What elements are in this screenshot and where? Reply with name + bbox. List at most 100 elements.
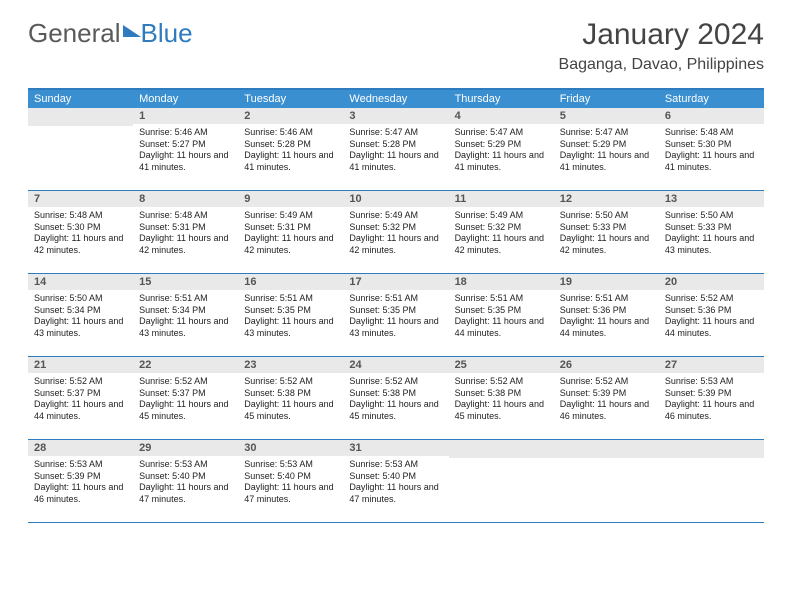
day-number: 27: [659, 357, 764, 373]
day-number: 19: [554, 274, 659, 290]
sunrise: Sunrise: 5:52 AM: [665, 293, 758, 305]
daylight: Daylight: 11 hours and 43 minutes.: [349, 316, 442, 339]
sunset: Sunset: 5:28 PM: [244, 139, 337, 151]
sunrise: Sunrise: 5:53 AM: [34, 459, 127, 471]
day-details: Sunrise: 5:53 AMSunset: 5:40 PMDaylight:…: [133, 456, 238, 512]
day-cell: 16Sunrise: 5:51 AMSunset: 5:35 PMDayligh…: [238, 274, 343, 356]
sunrise: Sunrise: 5:52 AM: [349, 376, 442, 388]
sunset: Sunset: 5:36 PM: [665, 305, 758, 317]
day-details: Sunrise: 5:49 AMSunset: 5:32 PMDaylight:…: [449, 207, 554, 263]
sunrise: Sunrise: 5:52 AM: [139, 376, 232, 388]
sunrise: Sunrise: 5:49 AM: [349, 210, 442, 222]
sunrise: Sunrise: 5:47 AM: [455, 127, 548, 139]
day-number: [554, 440, 659, 458]
day-details: Sunrise: 5:51 AMSunset: 5:35 PMDaylight:…: [238, 290, 343, 346]
day-details: Sunrise: 5:52 AMSunset: 5:38 PMDaylight:…: [449, 373, 554, 429]
sunset: Sunset: 5:34 PM: [139, 305, 232, 317]
week-row: 7Sunrise: 5:48 AMSunset: 5:30 PMDaylight…: [28, 191, 764, 274]
sunset: Sunset: 5:35 PM: [244, 305, 337, 317]
day-number: 30: [238, 440, 343, 456]
day-details: Sunrise: 5:47 AMSunset: 5:28 PMDaylight:…: [343, 124, 448, 180]
day-number: 28: [28, 440, 133, 456]
month-title: January 2024: [559, 18, 764, 52]
day-number: 8: [133, 191, 238, 207]
day-cell: 12Sunrise: 5:50 AMSunset: 5:33 PMDayligh…: [554, 191, 659, 273]
day-number: 5: [554, 108, 659, 124]
sunrise: Sunrise: 5:52 AM: [34, 376, 127, 388]
triangle-icon: [123, 25, 141, 37]
daylight: Daylight: 11 hours and 42 minutes.: [139, 233, 232, 256]
day-cell: 6Sunrise: 5:48 AMSunset: 5:30 PMDaylight…: [659, 108, 764, 190]
daylight: Daylight: 11 hours and 45 minutes.: [139, 399, 232, 422]
day-cell: 25Sunrise: 5:52 AMSunset: 5:38 PMDayligh…: [449, 357, 554, 439]
sunset: Sunset: 5:30 PM: [34, 222, 127, 234]
daylight: Daylight: 11 hours and 44 minutes.: [455, 316, 548, 339]
sunrise: Sunrise: 5:51 AM: [244, 293, 337, 305]
day-cell: 20Sunrise: 5:52 AMSunset: 5:36 PMDayligh…: [659, 274, 764, 356]
day-number: 2: [238, 108, 343, 124]
day-number: 3: [343, 108, 448, 124]
sunrise: Sunrise: 5:51 AM: [139, 293, 232, 305]
sunrise: Sunrise: 5:53 AM: [244, 459, 337, 471]
day-cell: 7Sunrise: 5:48 AMSunset: 5:30 PMDaylight…: [28, 191, 133, 273]
location: Baganga, Davao, Philippines: [559, 56, 764, 74]
sunrise: Sunrise: 5:52 AM: [560, 376, 653, 388]
day-number: 22: [133, 357, 238, 373]
day-details: Sunrise: 5:50 AMSunset: 5:33 PMDaylight:…: [554, 207, 659, 263]
day-of-week-row: SundayMondayTuesdayWednesdayThursdayFrid…: [28, 90, 764, 108]
day-details: Sunrise: 5:46 AMSunset: 5:27 PMDaylight:…: [133, 124, 238, 180]
day-of-week: Friday: [554, 90, 659, 108]
daylight: Daylight: 11 hours and 42 minutes.: [455, 233, 548, 256]
daylight: Daylight: 11 hours and 44 minutes.: [665, 316, 758, 339]
day-details: Sunrise: 5:49 AMSunset: 5:32 PMDaylight:…: [343, 207, 448, 263]
sunrise: Sunrise: 5:48 AM: [139, 210, 232, 222]
day-cell: 11Sunrise: 5:49 AMSunset: 5:32 PMDayligh…: [449, 191, 554, 273]
sunrise: Sunrise: 5:50 AM: [560, 210, 653, 222]
day-of-week: Sunday: [28, 90, 133, 108]
week-row: 28Sunrise: 5:53 AMSunset: 5:39 PMDayligh…: [28, 440, 764, 523]
sunrise: Sunrise: 5:52 AM: [244, 376, 337, 388]
day-details: Sunrise: 5:48 AMSunset: 5:31 PMDaylight:…: [133, 207, 238, 263]
sunrise: Sunrise: 5:47 AM: [349, 127, 442, 139]
day-of-week: Monday: [133, 90, 238, 108]
daylight: Daylight: 11 hours and 43 minutes.: [139, 316, 232, 339]
day-cell: 9Sunrise: 5:49 AMSunset: 5:31 PMDaylight…: [238, 191, 343, 273]
sunset: Sunset: 5:40 PM: [244, 471, 337, 483]
brand-part1: General: [28, 18, 121, 49]
sunrise: Sunrise: 5:49 AM: [244, 210, 337, 222]
day-cell: 2Sunrise: 5:46 AMSunset: 5:28 PMDaylight…: [238, 108, 343, 190]
sunset: Sunset: 5:27 PM: [139, 139, 232, 151]
daylight: Daylight: 11 hours and 42 minutes.: [560, 233, 653, 256]
daylight: Daylight: 11 hours and 42 minutes.: [244, 233, 337, 256]
sunset: Sunset: 5:31 PM: [139, 222, 232, 234]
day-number: 11: [449, 191, 554, 207]
daylight: Daylight: 11 hours and 45 minutes.: [349, 399, 442, 422]
header: General Blue January 2024 Baganga, Davao…: [0, 0, 792, 82]
sunset: Sunset: 5:36 PM: [560, 305, 653, 317]
sunset: Sunset: 5:39 PM: [665, 388, 758, 400]
day-number: [28, 108, 133, 126]
day-cell: [554, 440, 659, 522]
sunset: Sunset: 5:39 PM: [560, 388, 653, 400]
day-number: 21: [28, 357, 133, 373]
day-details: Sunrise: 5:48 AMSunset: 5:30 PMDaylight:…: [659, 124, 764, 180]
sunset: Sunset: 5:38 PM: [455, 388, 548, 400]
daylight: Daylight: 11 hours and 41 minutes.: [139, 150, 232, 173]
day-details: Sunrise: 5:53 AMSunset: 5:40 PMDaylight:…: [343, 456, 448, 512]
sunset: Sunset: 5:35 PM: [349, 305, 442, 317]
daylight: Daylight: 11 hours and 42 minutes.: [34, 233, 127, 256]
sunset: Sunset: 5:35 PM: [455, 305, 548, 317]
day-cell: 28Sunrise: 5:53 AMSunset: 5:39 PMDayligh…: [28, 440, 133, 522]
sunset: Sunset: 5:39 PM: [34, 471, 127, 483]
day-of-week: Wednesday: [343, 90, 448, 108]
sunrise: Sunrise: 5:51 AM: [349, 293, 442, 305]
sunset: Sunset: 5:40 PM: [139, 471, 232, 483]
day-number: 6: [659, 108, 764, 124]
day-of-week: Tuesday: [238, 90, 343, 108]
day-cell: 22Sunrise: 5:52 AMSunset: 5:37 PMDayligh…: [133, 357, 238, 439]
sunset: Sunset: 5:30 PM: [665, 139, 758, 151]
day-cell: 14Sunrise: 5:50 AMSunset: 5:34 PMDayligh…: [28, 274, 133, 356]
day-of-week: Saturday: [659, 90, 764, 108]
day-details: Sunrise: 5:46 AMSunset: 5:28 PMDaylight:…: [238, 124, 343, 180]
day-number: 26: [554, 357, 659, 373]
